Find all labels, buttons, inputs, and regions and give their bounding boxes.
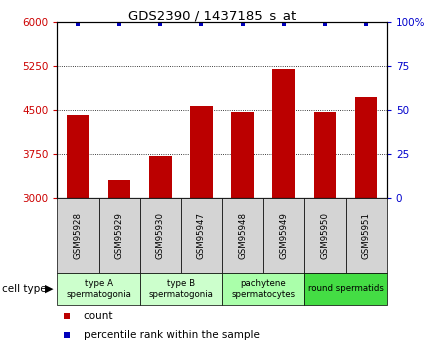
Text: round spermatids: round spermatids: [308, 284, 383, 294]
Bar: [346, 198, 387, 273]
Bar: [263, 198, 304, 273]
Text: percentile rank within the sample: percentile rank within the sample: [84, 330, 260, 340]
Bar: [304, 273, 387, 305]
Bar: [272, 69, 295, 198]
Bar: [57, 198, 99, 273]
Bar: [181, 198, 222, 273]
Text: GSM95930: GSM95930: [156, 212, 165, 259]
Text: GSM95928: GSM95928: [74, 212, 82, 259]
Bar: [231, 111, 254, 198]
Text: GSM95948: GSM95948: [238, 212, 247, 259]
Text: GSM95929: GSM95929: [115, 212, 124, 259]
Bar: [140, 273, 222, 305]
Bar: [99, 198, 140, 273]
Text: type B
spermatogonia: type B spermatogonia: [148, 279, 213, 299]
Bar: [304, 198, 346, 273]
Bar: [222, 273, 304, 305]
Text: cell type: cell type: [2, 284, 47, 294]
Bar: [222, 198, 263, 273]
Bar: [355, 98, 377, 198]
Text: GSM95951: GSM95951: [362, 212, 371, 259]
Bar: [140, 198, 181, 273]
Text: type A
spermatogonia: type A spermatogonia: [66, 279, 131, 299]
Bar: [108, 180, 130, 198]
Text: pachytene
spermatocytes: pachytene spermatocytes: [231, 279, 295, 299]
Bar: [149, 156, 172, 198]
Text: ▶: ▶: [45, 284, 53, 294]
Text: count: count: [84, 311, 113, 321]
Text: GSM95950: GSM95950: [320, 212, 329, 259]
Text: GSM95949: GSM95949: [279, 212, 288, 259]
Text: GSM95947: GSM95947: [197, 212, 206, 259]
Bar: [190, 106, 213, 198]
Bar: [67, 115, 89, 198]
Bar: [57, 273, 140, 305]
Bar: [314, 111, 336, 198]
Text: GDS2390 / 1437185_s_at: GDS2390 / 1437185_s_at: [128, 9, 297, 22]
